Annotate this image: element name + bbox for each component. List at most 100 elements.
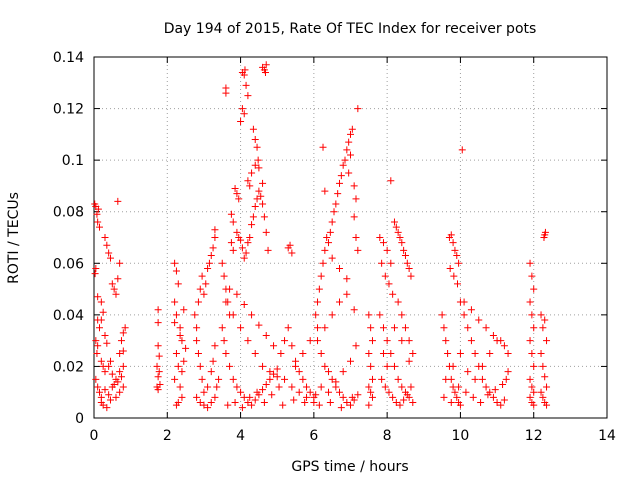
data-point	[328, 218, 336, 226]
y-axis-label: ROTI / TECUs	[6, 192, 22, 284]
data-point	[478, 375, 486, 383]
data-point	[295, 388, 303, 396]
data-point	[345, 169, 353, 177]
data-point	[462, 388, 470, 396]
data-point	[456, 401, 464, 409]
data-point	[354, 105, 362, 113]
data-point	[194, 350, 202, 358]
chart-title: Day 194 of 2015, Rate Of TEC Index for r…	[164, 21, 537, 37]
data-point	[528, 272, 536, 280]
data-point	[541, 316, 549, 324]
data-point	[191, 311, 199, 319]
data-point	[227, 239, 235, 247]
data-point	[352, 195, 360, 203]
data-point	[220, 337, 228, 345]
data-point	[540, 234, 548, 241]
data-point	[400, 396, 408, 404]
data-point	[440, 393, 448, 401]
data-point	[405, 264, 413, 272]
data-point	[451, 388, 459, 396]
data-point	[194, 298, 202, 306]
data-point	[227, 210, 235, 218]
data-point	[332, 378, 340, 386]
data-point	[486, 350, 494, 358]
data-point	[248, 401, 256, 409]
data-point	[211, 226, 219, 234]
data-point	[288, 342, 296, 350]
data-point	[244, 399, 252, 407]
data-point	[325, 239, 333, 247]
data-point	[171, 259, 179, 267]
data-point	[101, 234, 109, 241]
data-point	[233, 190, 241, 198]
data-point	[319, 143, 327, 151]
data-point	[242, 81, 250, 89]
data-point	[303, 393, 311, 401]
data-point	[233, 290, 241, 298]
data-point	[460, 311, 468, 319]
data-point	[398, 337, 406, 345]
data-point	[248, 221, 256, 229]
data-point	[367, 388, 375, 396]
data-point	[290, 396, 298, 404]
data-point	[530, 285, 538, 293]
data-point	[543, 383, 551, 391]
data-point	[121, 324, 129, 332]
data-point	[226, 285, 234, 293]
data-point	[226, 362, 234, 370]
data-point	[456, 350, 464, 358]
data-point	[108, 280, 116, 288]
data-point	[319, 259, 327, 267]
data-point	[528, 311, 536, 319]
data-point	[94, 218, 102, 226]
data-points	[91, 61, 551, 412]
data-point	[155, 352, 163, 360]
data-point	[172, 267, 180, 275]
data-point	[255, 164, 263, 172]
data-point	[97, 316, 105, 324]
data-point	[240, 71, 248, 79]
data-point	[390, 324, 398, 332]
data-point	[95, 388, 103, 396]
data-point	[202, 280, 210, 288]
data-point	[288, 249, 296, 257]
data-point	[337, 404, 345, 412]
data-point	[119, 383, 127, 391]
data-point	[442, 375, 450, 383]
data-point	[231, 185, 239, 193]
data-point	[403, 259, 411, 267]
data-point	[154, 373, 162, 381]
data-point	[253, 143, 261, 151]
data-point	[94, 383, 102, 391]
plot-frame	[93, 56, 608, 419]
data-point	[387, 259, 395, 267]
data-point	[207, 252, 215, 260]
data-point	[218, 259, 226, 267]
x-tick-label: 12	[525, 428, 543, 444]
data-point	[95, 324, 103, 332]
data-point	[502, 375, 510, 383]
data-point	[229, 218, 237, 226]
data-point	[458, 146, 466, 154]
data-point	[200, 388, 208, 396]
data-point	[530, 401, 538, 409]
data-point	[249, 213, 257, 221]
data-point	[323, 234, 331, 241]
data-point	[350, 213, 358, 221]
data-point	[405, 357, 413, 365]
data-point	[207, 368, 215, 376]
data-point	[350, 306, 358, 314]
data-point	[543, 337, 551, 345]
data-point	[257, 192, 265, 200]
data-point	[273, 373, 281, 381]
data-point	[453, 252, 461, 260]
data-point	[334, 190, 342, 198]
y-tick-label: 0.02	[53, 359, 84, 375]
data-point	[526, 375, 534, 383]
data-point	[365, 401, 373, 409]
data-point	[530, 324, 538, 332]
data-point	[101, 331, 109, 339]
data-point	[489, 331, 497, 339]
data-point	[299, 350, 307, 358]
